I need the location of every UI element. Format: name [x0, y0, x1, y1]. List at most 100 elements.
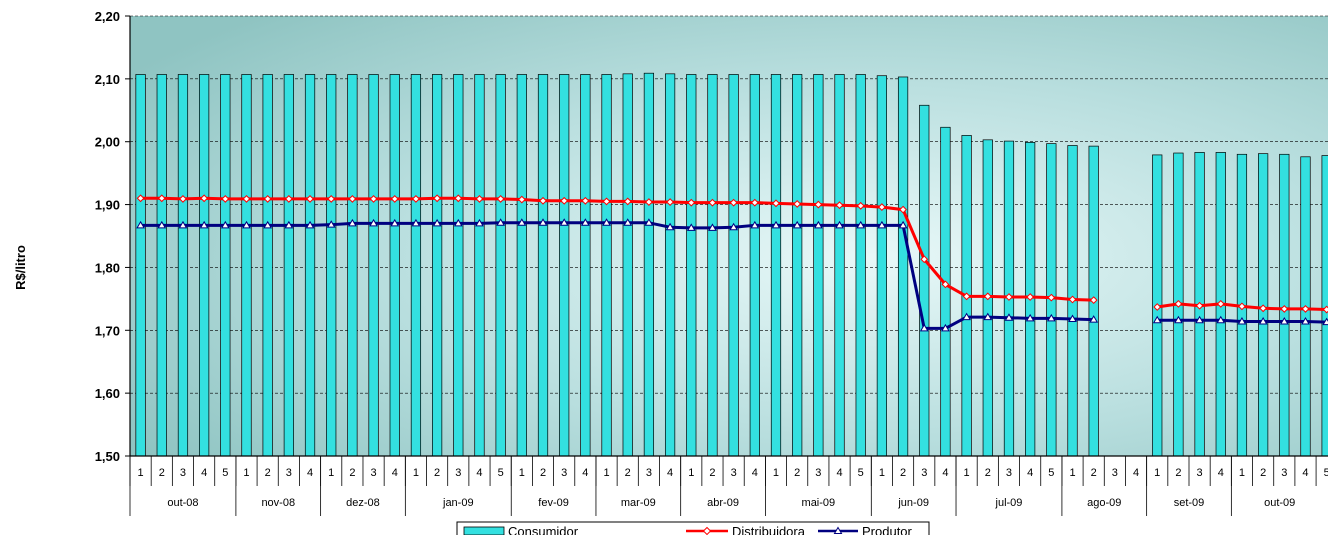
- week-label: 4: [1027, 467, 1033, 479]
- marker-distribuidora: [560, 196, 569, 205]
- marker-distribuidora: [983, 292, 992, 301]
- bar-consumidor: [156, 74, 167, 457]
- bar-consumidor: [474, 74, 485, 457]
- marker-produtor: [1025, 313, 1035, 322]
- marker-produtor: [1279, 316, 1289, 325]
- axes: 1,50 1,60 1,70 1,80 1,90 2,00 2,10 2,20 1 2 3 4 5 out…: [95, 9, 1328, 516]
- marker-produtor: [411, 218, 421, 227]
- marker-distribuidora: [412, 195, 420, 203]
- bar-consumidor: [177, 74, 189, 457]
- week-label: 1: [243, 467, 249, 479]
- bar-consumidor: [855, 74, 866, 457]
- marker-distribuidora: [221, 195, 230, 203]
- marker-distribuidora: [877, 203, 886, 211]
- marker-distribuidora: [856, 201, 865, 210]
- week-label: 4: [1302, 467, 1308, 479]
- week-label: 2: [1175, 467, 1181, 479]
- line-produtor: [140, 221, 1094, 330]
- bar-consumidor: [813, 74, 824, 457]
- marker-distribuidora: [1280, 305, 1289, 313]
- marker-distribuidora: [454, 194, 463, 203]
- marker-distribuidora: [941, 280, 950, 289]
- marker-distribuidora: [1238, 302, 1246, 311]
- marker-produtor: [962, 312, 971, 321]
- bar-consumidor: [262, 74, 273, 457]
- legend-marker-produtor: [833, 526, 843, 534]
- marker-produtor: [1068, 314, 1077, 322]
- marker-produtor: [1089, 315, 1099, 323]
- month-label: mai-09: [802, 497, 836, 509]
- week-label: 3: [561, 467, 567, 479]
- marker-distribuidora: [348, 195, 357, 203]
- y-tick-label: 1,90: [95, 198, 120, 213]
- bar-consumidor: [537, 74, 549, 457]
- week-label: 1: [413, 467, 419, 479]
- marker-distribuidora: [263, 195, 272, 203]
- week-label: 3: [180, 467, 186, 479]
- week-label: 1: [773, 467, 779, 479]
- week-label: 5: [1048, 467, 1054, 479]
- bar-consumidor: [749, 74, 760, 457]
- y-tick-label: 1,50: [95, 449, 120, 464]
- marker-produtor: [1174, 315, 1183, 324]
- marker-produtor: [1322, 317, 1328, 326]
- bar-consumidor: [347, 74, 358, 457]
- marker-distribuidora: [390, 195, 399, 203]
- week-label: 1: [1154, 467, 1160, 479]
- marker-produtor: [602, 218, 611, 226]
- week-label: 2: [349, 467, 355, 479]
- marker-produtor: [390, 218, 400, 227]
- marker-produtor: [453, 218, 463, 227]
- marker-distribuidora: [1026, 293, 1035, 301]
- marker-produtor: [983, 312, 993, 321]
- line-distribuidora: [140, 196, 1094, 302]
- week-label: 3: [646, 467, 652, 479]
- marker-produtor: [263, 220, 273, 229]
- marker-produtor: [1216, 315, 1226, 324]
- week-label: 3: [731, 467, 737, 479]
- marker-distribuidora: [1047, 293, 1056, 302]
- marker-distribuidora: [666, 198, 674, 206]
- marker-produtor: [580, 218, 590, 226]
- bar-consumidor: [495, 74, 506, 457]
- week-label: 4: [582, 467, 588, 479]
- marker-distribuidora: [517, 195, 526, 204]
- marker-distribuidora: [433, 194, 442, 203]
- week-label: 1: [1069, 467, 1075, 479]
- month-label: jun-09: [897, 497, 929, 509]
- marker-distribuidora: [1216, 299, 1225, 308]
- marker-produtor: [877, 220, 887, 229]
- marker-distribuidora: [1259, 304, 1268, 313]
- marker-distribuidora: [496, 195, 505, 203]
- marker-produtor: [220, 220, 230, 229]
- bar-consumidor: [601, 74, 612, 457]
- bar-consumidor: [622, 73, 633, 457]
- week-label: 4: [307, 467, 313, 479]
- marker-distribuidora: [242, 195, 251, 203]
- week-label: 3: [815, 467, 821, 479]
- marker-produtor: [792, 220, 802, 229]
- marker-distribuidora: [920, 255, 929, 264]
- marker-produtor: [136, 220, 145, 229]
- marker-produtor: [750, 220, 760, 229]
- week-label: 2: [794, 467, 800, 479]
- bar-consumidor: [135, 74, 146, 457]
- week-label: 3: [371, 467, 377, 479]
- marker-distribuidora: [835, 201, 844, 210]
- week-label: 5: [858, 467, 864, 479]
- marker-produtor: [178, 220, 188, 229]
- marker-produtor: [475, 218, 484, 227]
- y-axis-title: R$/litro: [12, 245, 28, 290]
- legend-label-distribuidora: Distribuidora: [732, 524, 806, 535]
- bar-consumidor: [580, 74, 591, 457]
- week-label: 4: [476, 467, 482, 479]
- marker-distribuidora: [772, 199, 780, 208]
- bar-consumidor: [199, 74, 210, 457]
- marker-distribuidora: [157, 194, 166, 203]
- marker-distribuidora: [1005, 293, 1013, 301]
- week-label: 1: [328, 467, 334, 479]
- y-tick-label: 1,80: [95, 260, 120, 275]
- marker-produtor: [686, 223, 696, 231]
- marker-distribuidora: [750, 198, 759, 207]
